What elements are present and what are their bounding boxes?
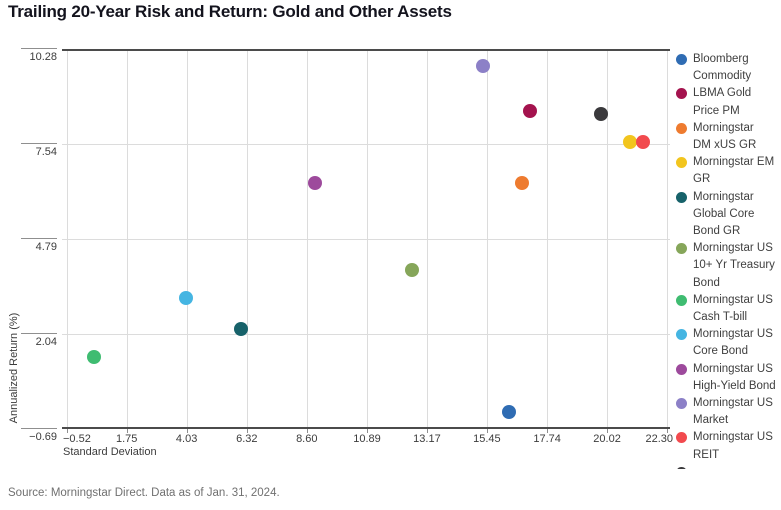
x-tick-label: 6.32 xyxy=(236,433,258,445)
y-tick-label: 2.04 xyxy=(21,333,57,348)
legend-bullet xyxy=(676,191,687,203)
x-gridline xyxy=(426,51,428,427)
x-gridline xyxy=(126,51,128,427)
y-axis-title: Annualized Return (%) xyxy=(8,312,20,424)
x-tick-mark xyxy=(667,429,668,433)
legend-label: Morningstar Global Core Bond GR xyxy=(693,190,755,238)
y-tick-label: 10.28 xyxy=(21,48,57,63)
x-tick-label: 22.30 xyxy=(645,433,673,445)
y-gridline xyxy=(62,239,670,241)
x-gridline xyxy=(246,51,248,427)
legend: Bloomberg Commodity LBMA Gold Price PM Morni… xyxy=(676,51,781,469)
x-tick-label: 17.74 xyxy=(533,433,561,445)
legend-bullet xyxy=(676,122,687,134)
legend-item: Morningstar DM xUS GR xyxy=(676,120,781,154)
x-gridline xyxy=(186,51,188,427)
scatter-point xyxy=(623,134,638,149)
scatter-point xyxy=(502,405,517,420)
x-axis-line xyxy=(62,427,670,429)
legend-label: Morningstar US Core Bond xyxy=(693,328,773,358)
x-tick-mark xyxy=(67,429,68,433)
scatter-point xyxy=(515,176,530,191)
legend-item: Morningstar EM GR xyxy=(676,154,781,188)
legend-label: Morningstar US REIT xyxy=(693,431,773,461)
legend-item: Morningstar US Cash T-bill xyxy=(676,292,781,326)
x-tick-mark xyxy=(607,429,609,433)
x-tick-label: 10.89 xyxy=(353,433,381,445)
legend-label: Morningstar US High-Yield Bond xyxy=(693,362,776,392)
x-tick-mark xyxy=(306,429,308,433)
x-tick-label: 1.75 xyxy=(115,433,138,445)
x-tick-label: 13.17 xyxy=(413,433,441,445)
legend-bullet xyxy=(676,294,687,306)
x-tick-label: 8.60 xyxy=(296,433,318,445)
scatter-point xyxy=(523,103,538,118)
legend-item xyxy=(676,464,781,469)
legend-item: Morningstar Global Core Bond GR xyxy=(676,189,781,241)
legend-label: Morningstar US Market xyxy=(693,397,773,427)
legend-label: Morningstar DM xUS GR xyxy=(693,121,757,152)
legend-item: Morningstar US REIT xyxy=(676,429,781,463)
legend-label: Bloomberg Commodity xyxy=(693,53,752,83)
y-tick-label: 4.79 xyxy=(21,238,57,253)
x-gridline xyxy=(667,51,668,427)
source-note: Source: Morningstar Direct. Data as of J… xyxy=(8,487,280,499)
x-gridline xyxy=(367,51,368,427)
legend-label: LBMA Gold Price PM xyxy=(693,87,752,117)
legend-item: Morningstar US Core Bond xyxy=(676,326,781,360)
legend-bullet xyxy=(676,329,687,341)
y-gridline xyxy=(62,143,670,145)
legend-bullet xyxy=(676,432,687,444)
scatter-point xyxy=(404,263,419,277)
legend-item: Morningstar US 10+ Yr Treasury Bond xyxy=(676,240,781,292)
chart-title: Trailing 20-Year Risk and Return: Gold a… xyxy=(8,2,452,21)
scatter-point xyxy=(234,321,249,336)
scatter-point xyxy=(475,58,490,73)
scatter-point xyxy=(307,176,322,191)
x-tick-label: −0.52 xyxy=(63,433,91,445)
scatter-point xyxy=(636,134,651,149)
y-gridline xyxy=(62,334,670,336)
plot-top-border xyxy=(62,49,670,51)
x-tick-label: 15.45 xyxy=(473,433,501,445)
legend-item: Morningstar US High-Yield Bond xyxy=(676,361,781,395)
x-gridline xyxy=(607,51,609,427)
scatter-point xyxy=(178,290,193,305)
x-gridline xyxy=(486,51,488,427)
x-gridline xyxy=(67,51,68,427)
x-gridline xyxy=(306,51,308,427)
x-tick-mark xyxy=(126,429,128,433)
y-tick-label: 7.54 xyxy=(21,142,57,158)
legend-label: Morningstar US Cash T-bill xyxy=(693,293,773,324)
x-tick-mark xyxy=(246,429,248,433)
plot-area xyxy=(62,49,670,429)
x-tick-mark xyxy=(426,429,428,433)
x-tick-mark xyxy=(186,429,188,433)
scatter-point xyxy=(86,349,101,364)
x-tick-label: 4.03 xyxy=(175,433,198,445)
legend-item: Bloomberg Commodity xyxy=(676,51,781,85)
legend-item: Morningstar US Market xyxy=(676,395,781,429)
x-tick-label: 20.02 xyxy=(593,433,621,445)
legend-bullet xyxy=(676,88,687,100)
x-gridline xyxy=(547,51,549,427)
legend-bullet xyxy=(676,466,687,469)
legend-bullet xyxy=(676,243,687,255)
legend-bullet xyxy=(676,157,687,169)
legend-bullet xyxy=(676,363,687,375)
legend-bullet xyxy=(676,398,687,410)
legend-label: Morningstar EM GR xyxy=(693,156,775,186)
scatter-point-unlabeled xyxy=(594,107,609,122)
legend-label: Morningstar US 10+ Yr Treasury Bond xyxy=(693,242,775,289)
x-axis-title: Standard Deviation xyxy=(63,446,157,458)
legend-item: LBMA Gold Price PM xyxy=(676,85,781,119)
legend-bullet xyxy=(676,54,687,65)
x-tick-mark xyxy=(547,429,549,433)
x-tick-mark xyxy=(367,429,368,433)
x-tick-mark xyxy=(486,429,488,433)
y-tick-label: −0.69 xyxy=(21,428,57,443)
